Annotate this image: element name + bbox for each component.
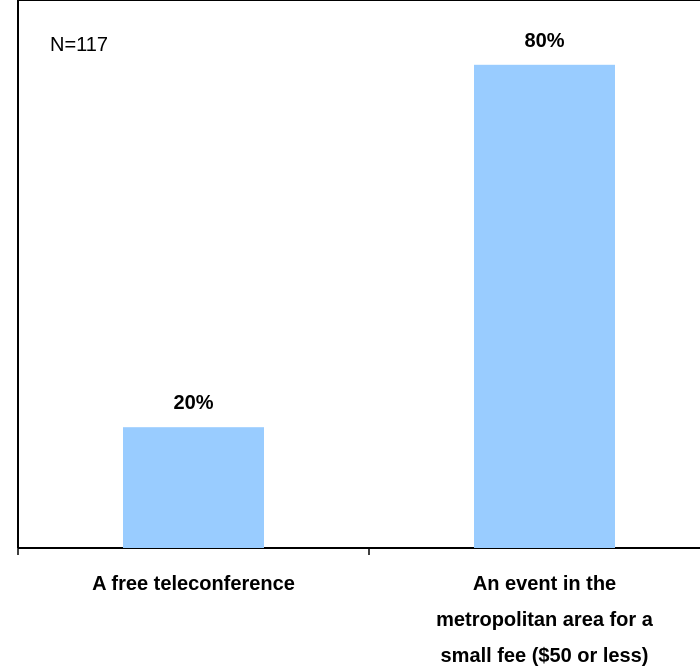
- category-label-line: A free teleconference: [92, 573, 295, 595]
- category-labels-group: A free teleconference An event in the metr…: [92, 573, 654, 667]
- category-label-2: An event in the metropolitan area for a sm…: [436, 573, 654, 667]
- category-label-line: metropolitan area for a: [436, 609, 654, 631]
- value-labels-group: 20% 80%: [173, 30, 564, 414]
- category-label-line: small fee ($50 or less): [441, 645, 649, 667]
- category-label-line: An event in the: [473, 573, 616, 595]
- bars-group: [123, 64, 615, 549]
- category-label-1: A free teleconference: [92, 573, 295, 595]
- bar-2: [474, 64, 615, 549]
- value-label-2: 80%: [524, 30, 564, 52]
- sample-size-annotation: N=117: [50, 34, 108, 56]
- value-label-1: 20%: [173, 392, 213, 414]
- bar-1: [123, 427, 264, 548]
